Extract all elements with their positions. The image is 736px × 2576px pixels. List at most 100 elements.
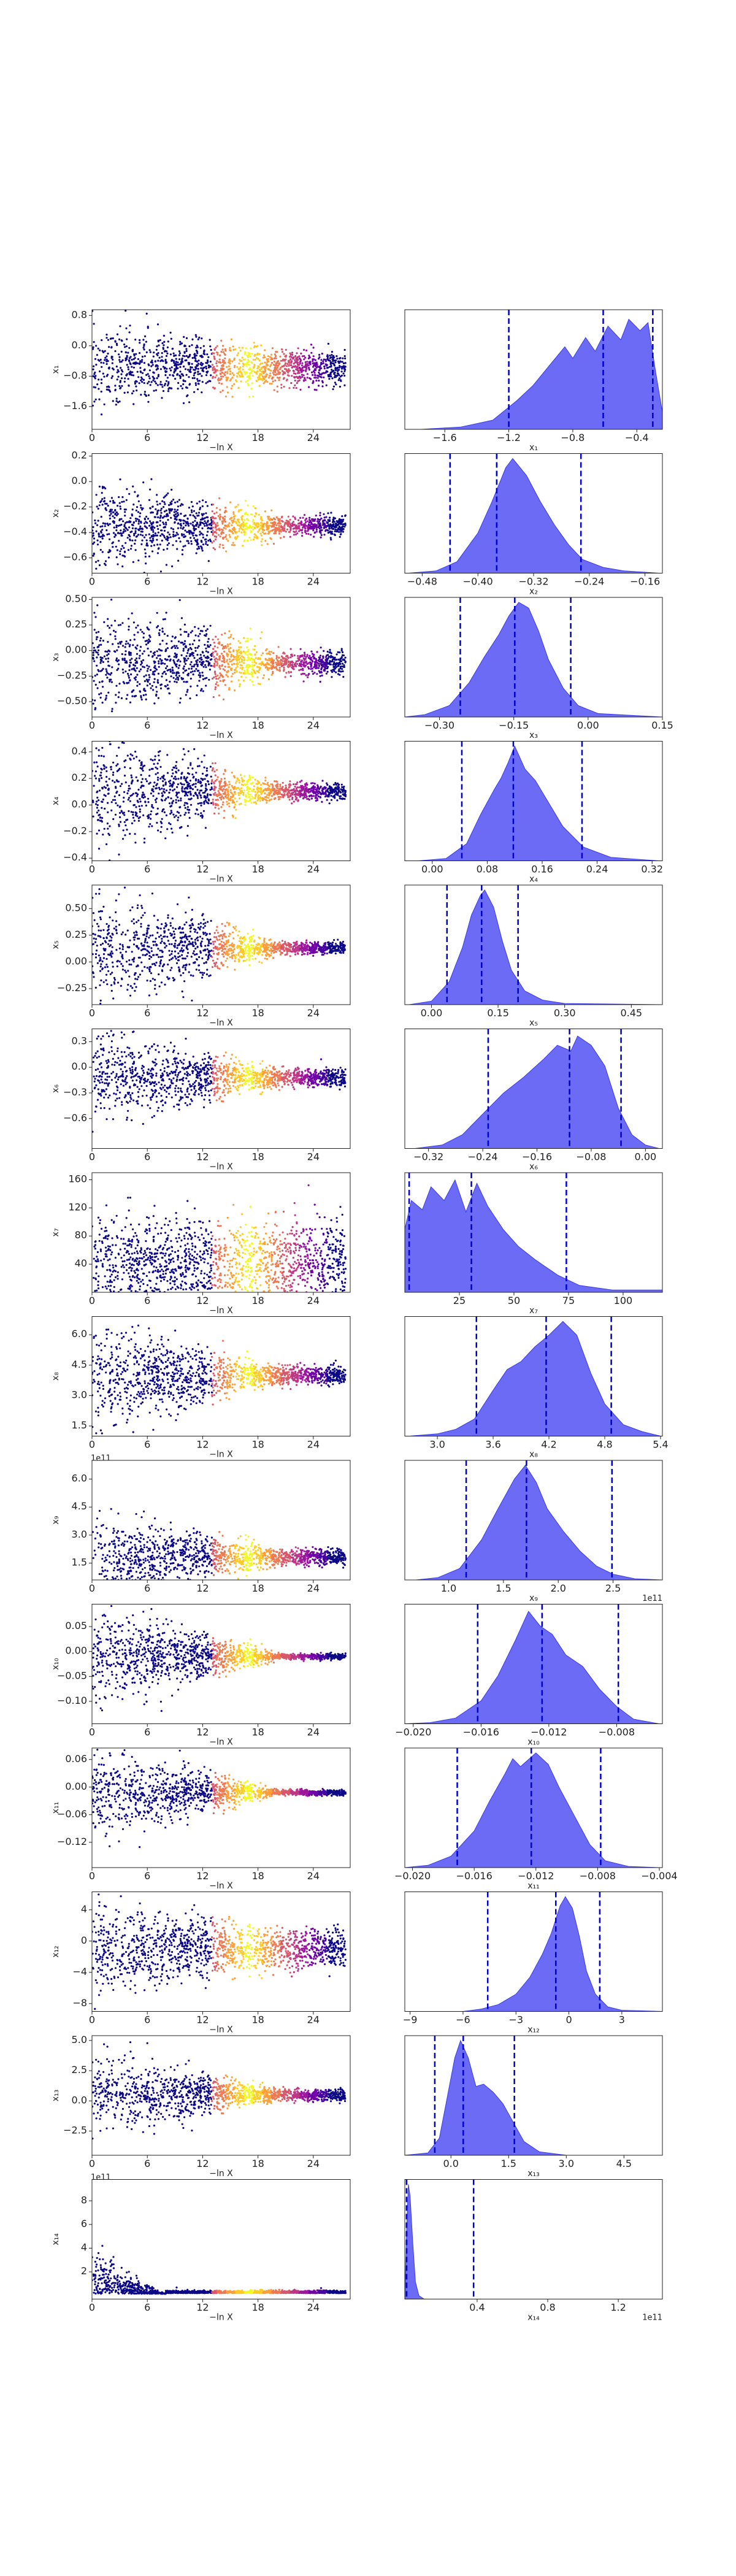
scatter-point — [340, 370, 343, 373]
scatter-point — [172, 544, 174, 546]
scatter-point — [254, 797, 256, 799]
scatter-point — [92, 511, 94, 513]
scatter-point — [253, 366, 255, 368]
scatter-point — [323, 367, 326, 370]
scatter-point — [166, 377, 169, 379]
scatter-point — [261, 367, 263, 369]
scatter-point — [185, 655, 188, 657]
scatter-point — [289, 531, 291, 533]
scatter-point — [161, 359, 163, 361]
scatter-point — [291, 793, 294, 796]
scatter-point — [291, 366, 293, 369]
scatter-point — [164, 495, 166, 497]
scatter-point — [212, 522, 215, 524]
scatter-point — [199, 661, 201, 663]
scatter-point — [199, 654, 202, 656]
scatter-point — [93, 341, 95, 343]
scatter-point — [242, 375, 244, 378]
scatter-point — [214, 526, 217, 529]
scatter-point — [213, 540, 215, 542]
scatter-point — [180, 634, 182, 636]
scatter-point — [95, 494, 98, 496]
scatter-point — [334, 359, 337, 362]
scatter-point — [106, 586, 108, 588]
scatter-point — [274, 355, 277, 358]
scatter-point — [126, 364, 128, 366]
scatter-point — [117, 642, 120, 645]
scatter-point — [331, 354, 333, 356]
scatter-point — [104, 525, 106, 527]
scatter-point — [115, 657, 118, 660]
scatter-point — [244, 803, 247, 806]
scatter-point — [285, 348, 287, 351]
scatter-point — [115, 545, 117, 548]
scatter-point — [292, 515, 294, 518]
scatter-point — [94, 519, 96, 522]
scatter-point — [312, 366, 315, 368]
scatter-point — [250, 347, 252, 350]
scatter-point — [177, 647, 179, 650]
scatter-point — [117, 769, 120, 772]
scatter-point — [147, 382, 149, 385]
scatter-point — [280, 386, 283, 389]
scatter-point — [169, 813, 172, 815]
scatter-point — [221, 345, 224, 347]
scatter-point — [157, 374, 160, 376]
scatter-point — [115, 684, 118, 687]
scatter-point — [303, 651, 306, 654]
scatter-point — [288, 364, 291, 367]
scatter-point — [190, 531, 193, 534]
scatter-point — [227, 670, 229, 672]
scatter-point — [317, 667, 320, 669]
scatter-point — [294, 533, 297, 536]
scatter-point — [293, 534, 295, 536]
scatter-point — [159, 515, 162, 518]
scatter-point — [340, 519, 342, 522]
scatter-point — [180, 524, 182, 527]
scatter-point — [283, 353, 285, 355]
scatter-point — [234, 544, 236, 546]
scatter-point — [176, 548, 178, 550]
scatter-point — [254, 358, 256, 361]
scatter-point — [298, 669, 301, 672]
scatter-point — [336, 366, 339, 369]
scatter-point — [219, 354, 221, 356]
scatter-point — [240, 675, 243, 678]
scatter-point — [239, 685, 241, 688]
scatter-point — [205, 684, 207, 687]
scatter-point — [240, 380, 242, 383]
scatter-point — [112, 521, 114, 523]
scatter-point — [322, 360, 324, 362]
x-tick-label: 0.15 — [651, 719, 673, 731]
axes-frame — [404, 309, 663, 430]
scatter-point — [175, 513, 177, 516]
scatter-point — [249, 659, 251, 661]
scatter-point — [222, 698, 225, 700]
scatter-point — [115, 802, 117, 805]
scatter-point — [236, 354, 239, 356]
scatter-point — [169, 789, 171, 791]
scatter-point — [216, 528, 218, 531]
scatter-point — [258, 374, 261, 377]
scatter-point — [173, 355, 175, 357]
scatter-point — [147, 627, 149, 630]
scatter-point — [113, 502, 116, 504]
scatter-point — [160, 662, 163, 665]
scatter-point — [288, 670, 290, 673]
scatter-point — [278, 524, 280, 527]
scatter-point — [144, 518, 147, 521]
scatter-point — [151, 537, 154, 540]
scatter-point — [92, 310, 94, 312]
scatter-point — [116, 669, 118, 671]
scatter-point — [114, 512, 117, 515]
scatter-point — [256, 357, 258, 359]
scatter-point — [343, 348, 346, 351]
scatter-point — [282, 378, 285, 380]
scatter-point — [270, 358, 273, 360]
scatter-point — [108, 665, 110, 667]
scatter-point — [317, 526, 320, 529]
scatter-point — [151, 525, 154, 527]
scatter-point — [161, 627, 164, 630]
scatter-point — [250, 654, 252, 656]
scatter-point — [333, 665, 335, 668]
